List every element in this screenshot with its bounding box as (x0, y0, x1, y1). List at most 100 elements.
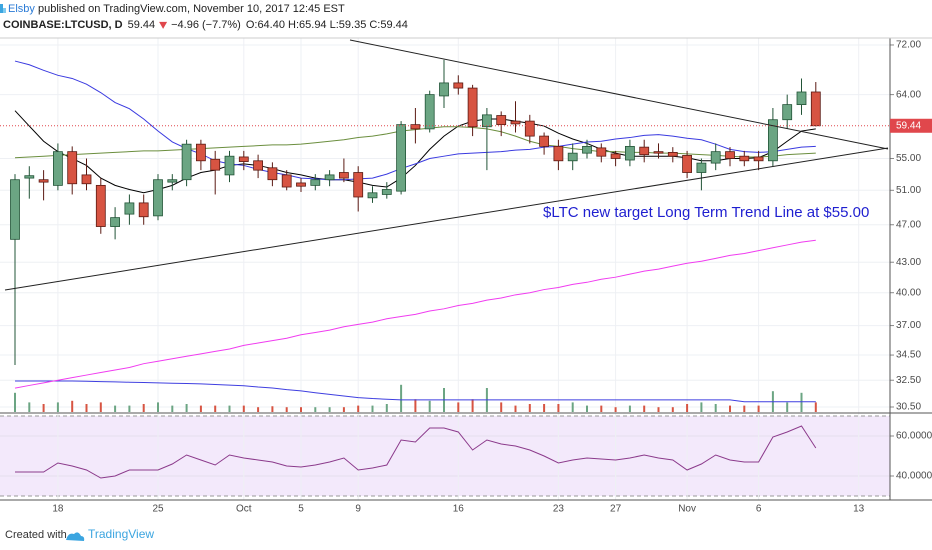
candle-body (181, 143, 192, 181)
candle-body (725, 151, 735, 159)
quote-line: COINBASE:LTCUSD, D 59.44 −4.96 (−7.7%) O:64… (3, 19, 408, 31)
x-tick-label: 13 (853, 504, 865, 515)
current-price-label: 59.44 (896, 120, 921, 131)
plot: 72.00 64.00 55.00 51.00 47.00 43.00 40.00 37.00… (0, 37, 932, 515)
candle-body (53, 151, 63, 186)
candle-body (596, 147, 607, 157)
candle-body (281, 174, 292, 188)
y-tick-label: 64.00 (896, 89, 921, 100)
candle-body (768, 119, 778, 162)
x-tick-label: 9 (355, 504, 361, 515)
candle-body (296, 182, 306, 187)
x-tick-label: 27 (610, 504, 622, 515)
volume-bar (400, 384, 403, 412)
candle-body (253, 160, 264, 171)
candle-body (238, 156, 249, 162)
volume-bar (314, 407, 317, 412)
candle-body (696, 162, 707, 173)
volume-bar (428, 400, 431, 412)
x-tick-label: 25 (152, 504, 164, 515)
volume-bar (614, 407, 617, 412)
y-tick-label: 51.00 (896, 185, 921, 196)
candle-body (810, 91, 821, 127)
candle-body (95, 184, 106, 227)
header-logo (0, 4, 6, 13)
candle-body (396, 124, 407, 192)
candle-body (310, 179, 321, 186)
current-price-box (890, 118, 932, 133)
candle-body (567, 152, 578, 162)
volume-bar (514, 405, 517, 412)
candle-body (38, 179, 49, 183)
last: 59.44 (128, 19, 156, 31)
volume-bar (328, 407, 331, 412)
volume-bar (586, 405, 588, 412)
volume-bar (99, 402, 102, 412)
candle-body (353, 172, 364, 198)
candle-body (81, 174, 92, 185)
x-tick-label: 16 (453, 504, 465, 515)
volume-bar (528, 404, 531, 412)
moving-average (14, 60, 816, 181)
candle-body (167, 179, 178, 183)
volume-bar (543, 404, 546, 412)
candle-body (639, 146, 650, 156)
change-arrow (159, 21, 168, 29)
volume-bar (114, 405, 117, 412)
volume-bar (414, 399, 417, 412)
y-tick-label: 37.00 (896, 320, 921, 331)
volume-bar (457, 402, 460, 412)
rsi-tick-label: 40.0000 (896, 471, 932, 482)
y-tick-label: 32.50 (896, 375, 921, 386)
volume-bar (56, 402, 59, 412)
candle-body (138, 202, 149, 218)
candle-body (625, 145, 635, 161)
candle-body (24, 175, 35, 179)
candle-body (524, 120, 535, 137)
candle-body (110, 217, 120, 227)
volume-bar (128, 405, 131, 412)
candle-body (467, 87, 478, 128)
volume-bar (14, 392, 16, 412)
candle-body (67, 151, 78, 185)
candle-body (610, 153, 621, 159)
candle-body (481, 114, 492, 128)
candle-body (324, 174, 335, 181)
symbol: COINBASE:LTCUSD, D (3, 19, 123, 31)
volume-bar (729, 405, 731, 412)
y-tick-label: 47.00 (896, 219, 921, 230)
annotation: $LTC new target Long Term Trend Line at … (543, 204, 869, 221)
candle-body (424, 94, 435, 130)
candle-body (410, 124, 421, 130)
x-tick-label: 23 (553, 504, 565, 515)
trend-line (4, 147, 889, 291)
rsi-band (0, 416, 890, 496)
y-tick-label: 43.00 (896, 257, 921, 268)
moving-average (14, 239, 816, 389)
volume-bar (571, 402, 574, 412)
volume-bar (300, 407, 302, 412)
volume-bar (357, 405, 360, 412)
y-tick-label: 55.00 (896, 153, 921, 164)
volume-bar (199, 405, 202, 412)
candle-body (553, 145, 564, 162)
volume-bar (171, 405, 174, 412)
volume-bar (371, 405, 374, 412)
header-line: Elsby published on TradingView.com, Nove… (8, 3, 345, 15)
ohlc: O:64.40 H:65.94 L:59.35 C:59.44 (246, 19, 408, 31)
candle-body (439, 82, 449, 97)
volume-bar (557, 404, 560, 412)
volume-bar (385, 404, 388, 412)
volume-bar (500, 402, 503, 412)
volume-bar (757, 405, 760, 412)
volume-bar (743, 405, 746, 412)
x-tick-label: Oct (236, 504, 252, 515)
footer-brand: TradingView (88, 527, 154, 541)
volume-bar (257, 407, 260, 412)
change: −4.96 (−7.7%) (171, 19, 241, 31)
candle-body (453, 82, 464, 89)
volume-bar (786, 402, 789, 412)
volume-bar (71, 400, 74, 412)
trend-line (349, 39, 889, 150)
